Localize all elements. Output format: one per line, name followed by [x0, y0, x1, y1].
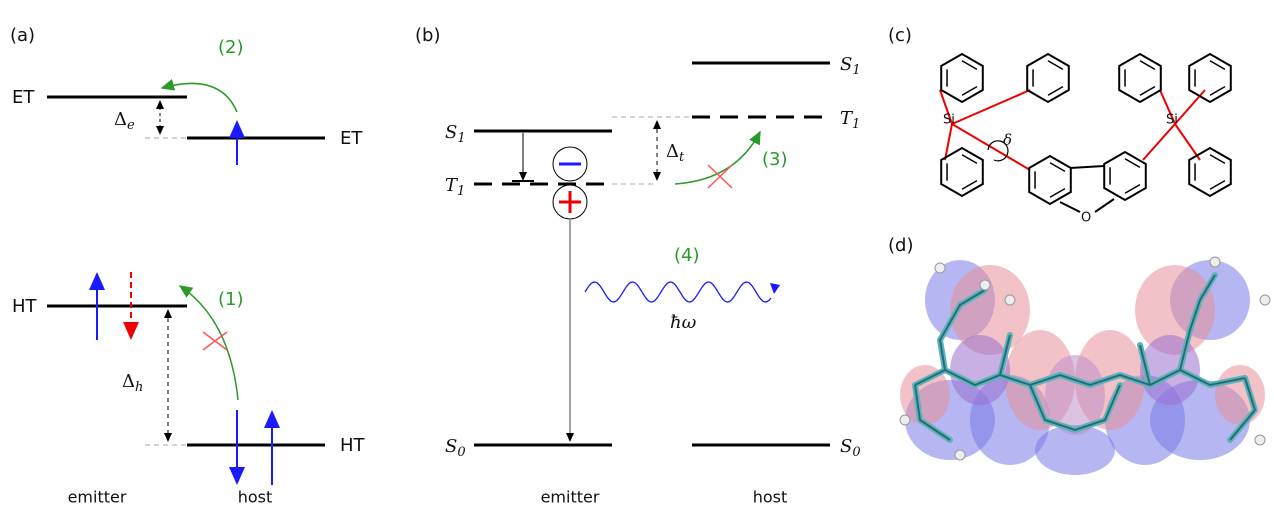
- axis-caption: emitter: [68, 488, 127, 507]
- panel-b: (b) S1 T1 S0 S1 T1 Δt (3) (4) ħω S0 emit…: [415, 25, 861, 507]
- blocked-mark: [707, 164, 733, 189]
- level-label: S1: [445, 122, 466, 146]
- panel-label: (d): [888, 235, 913, 256]
- level-label: ET: [12, 87, 35, 108]
- double-bond: [961, 60, 978, 71]
- level-label: S0: [840, 436, 861, 460]
- angle-label: δ: [1003, 131, 1012, 149]
- axis-caption: host: [753, 488, 788, 507]
- photon-wave: [584, 281, 772, 303]
- panel-label: (b): [415, 25, 440, 46]
- double-bond: [1209, 154, 1226, 165]
- hydrogen: [1209, 256, 1221, 268]
- double-bond: [1047, 85, 1064, 96]
- angle-arc: [987, 140, 1009, 162]
- si-bonds: [939, 89, 1206, 171]
- transfer-arrow: [178, 285, 239, 401]
- panel-d: (d): [888, 235, 1271, 475]
- level-label: ET: [340, 128, 363, 149]
- ring: [1118, 52, 1162, 104]
- panel-c: (c) Si Si δ O: [888, 25, 1232, 226]
- double-bond: [961, 154, 978, 165]
- double-bond: [961, 179, 978, 190]
- double-bond: [1049, 187, 1066, 198]
- orbital-lobe: [1135, 265, 1215, 355]
- level-label: HT: [340, 435, 366, 456]
- double-bond: [1209, 179, 1226, 190]
- orbital-lobe: [950, 335, 1010, 405]
- atom-label: Si: [943, 113, 955, 128]
- blocked-mark: [202, 331, 228, 351]
- hydrogen: [1254, 434, 1266, 446]
- hydrogen: [1259, 294, 1271, 306]
- double-bond: [961, 85, 978, 96]
- hydrogen: [899, 414, 911, 426]
- orbital-lobe: [1035, 425, 1115, 475]
- gap-label: Δt: [666, 141, 685, 165]
- transfer-arrow: [674, 130, 761, 185]
- level-label: HT: [12, 296, 38, 317]
- panel-a: (a) ET ET Δe (2) HT (1) Δh HT emitter ho…: [10, 25, 366, 507]
- furan-bonds: [1059, 165, 1115, 213]
- gap-label: Δh: [122, 371, 143, 395]
- ring: [940, 146, 984, 198]
- wave-head: [770, 283, 780, 294]
- orbital-lobe: [1215, 365, 1265, 425]
- atom-label: Si: [1166, 113, 1178, 128]
- step-label: (4): [674, 245, 700, 266]
- hydrogen: [1004, 294, 1016, 306]
- hydrogen: [979, 279, 991, 291]
- panel-label: (c): [888, 25, 912, 46]
- double-bond: [1139, 60, 1156, 71]
- level-label: T1: [840, 108, 860, 132]
- orbital-lobe: [900, 365, 950, 425]
- level-label: S1: [840, 54, 861, 78]
- hydrogen: [934, 262, 946, 274]
- molecule-sticks-core: [914, 274, 1257, 441]
- ring: [1103, 150, 1147, 202]
- double-bond: [1124, 183, 1141, 194]
- transfer-arrow: [160, 79, 238, 113]
- axis-caption: host: [238, 488, 273, 507]
- double-bond: [1209, 85, 1226, 96]
- level-label: T1: [445, 175, 465, 199]
- axis-caption: emitter: [541, 488, 600, 507]
- double-bond: [1209, 60, 1226, 71]
- hydrogen: [954, 449, 966, 461]
- ring: [1188, 52, 1232, 104]
- photon-label: ħω: [670, 312, 697, 333]
- double-bond: [1139, 85, 1156, 96]
- ring: [1188, 146, 1232, 198]
- ring: [1026, 52, 1070, 104]
- panel-label: (a): [10, 25, 35, 46]
- ring: [940, 52, 984, 104]
- step-label: (2): [218, 37, 244, 58]
- gap-label: Δe: [114, 109, 135, 133]
- double-bond: [1124, 158, 1141, 169]
- double-bond: [1047, 60, 1064, 71]
- double-bond: [1049, 162, 1066, 173]
- step-label: (1): [218, 289, 244, 310]
- atom-label: O: [1081, 211, 1091, 226]
- plus-sign: [559, 191, 581, 213]
- step-label: (3): [762, 149, 788, 170]
- level-label: S0: [445, 436, 466, 460]
